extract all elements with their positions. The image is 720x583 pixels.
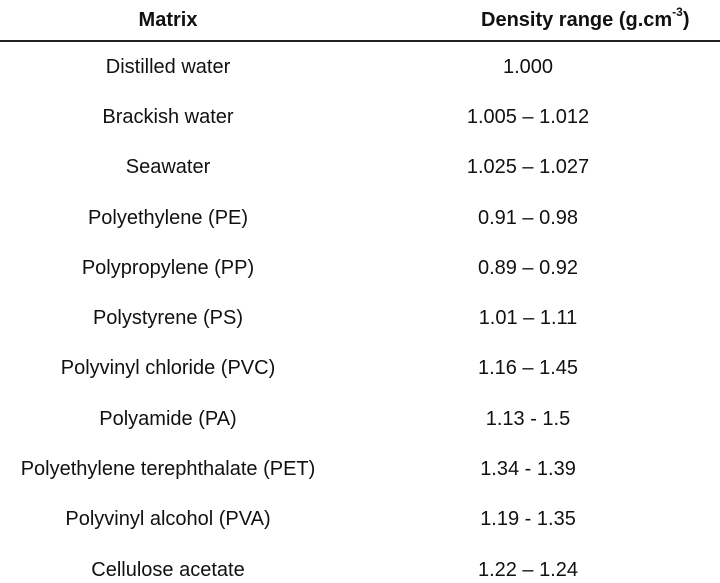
cell-matrix: Polyvinyl alcohol (PVA) (65, 508, 271, 531)
table-row: Polypropylene (PP) 0.89 – 0.92 (0, 243, 720, 293)
table-header: Matrix Density range (g.cm-3) (0, 0, 720, 42)
cell-matrix: Polyethylene terephthalate (PET) (20, 458, 316, 481)
table-row: Polyamide (PA) 1.13 - 1.5 (0, 394, 720, 444)
cell-matrix: Seawater (125, 156, 211, 179)
header-density-label: Density range (g.cm (481, 8, 673, 31)
cell-density: 1.13 - 1.5 (485, 407, 571, 430)
table-row: Polystyrene (PS) 1.01 – 1.11 (0, 293, 720, 343)
cell-matrix: Polypropylene (PP) (81, 256, 255, 279)
table-row: Seawater 1.025 – 1.027 (0, 143, 720, 193)
cell-density: 0.89 – 0.92 (477, 256, 579, 279)
cell-matrix: Cellulose acetate (91, 558, 245, 581)
header-density-close: ) (682, 8, 690, 31)
cell-density: 0.91 – 0.98 (477, 206, 579, 229)
header-row: Matrix Density range (g.cm-3) (0, 0, 720, 42)
cell-density: 1.025 – 1.027 (466, 156, 590, 179)
cell-density: 1.16 – 1.45 (477, 357, 579, 380)
cell-density: 1.22 – 1.24 (477, 558, 579, 581)
cell-matrix: Polyethylene (PE) (87, 206, 249, 229)
header-matrix: Matrix (0, 0, 336, 42)
cell-density: 1.000 (502, 55, 554, 78)
table-row: Distilled water 1.000 (0, 41, 720, 92)
table-row: Polyvinyl alcohol (PVA) 1.19 - 1.35 (0, 495, 720, 545)
cell-matrix: Distilled water (105, 55, 231, 78)
table-row: Polyethylene terephthalate (PET) 1.34 - … (0, 444, 720, 494)
cell-matrix: Brackish water (102, 105, 234, 128)
cell-density: 1.01 – 1.11 (478, 307, 578, 330)
table-body: Distilled water 1.000 Brackish water 1.0… (0, 41, 720, 583)
table-row: Polyethylene (PE) 0.91 – 0.98 (0, 193, 720, 243)
table-row: Cellulose acetate 1.22 – 1.24 (0, 545, 720, 583)
cell-density: 1.34 - 1.39 (480, 458, 576, 481)
cell-density: 1.19 - 1.35 (480, 508, 576, 531)
header-density-exponent: -3 (672, 4, 683, 19)
cell-matrix: Polystyrene (PS) (92, 307, 244, 330)
header-density: Density range (g.cm-3) (336, 0, 720, 42)
cell-matrix: Polyvinyl chloride (PVC) (60, 357, 276, 380)
table-row: Brackish water 1.005 – 1.012 (0, 92, 720, 142)
cell-matrix: Polyamide (PA) (99, 407, 237, 430)
cell-density: 1.005 – 1.012 (466, 105, 590, 128)
table-row: Polyvinyl chloride (PVC) 1.16 – 1.45 (0, 344, 720, 394)
